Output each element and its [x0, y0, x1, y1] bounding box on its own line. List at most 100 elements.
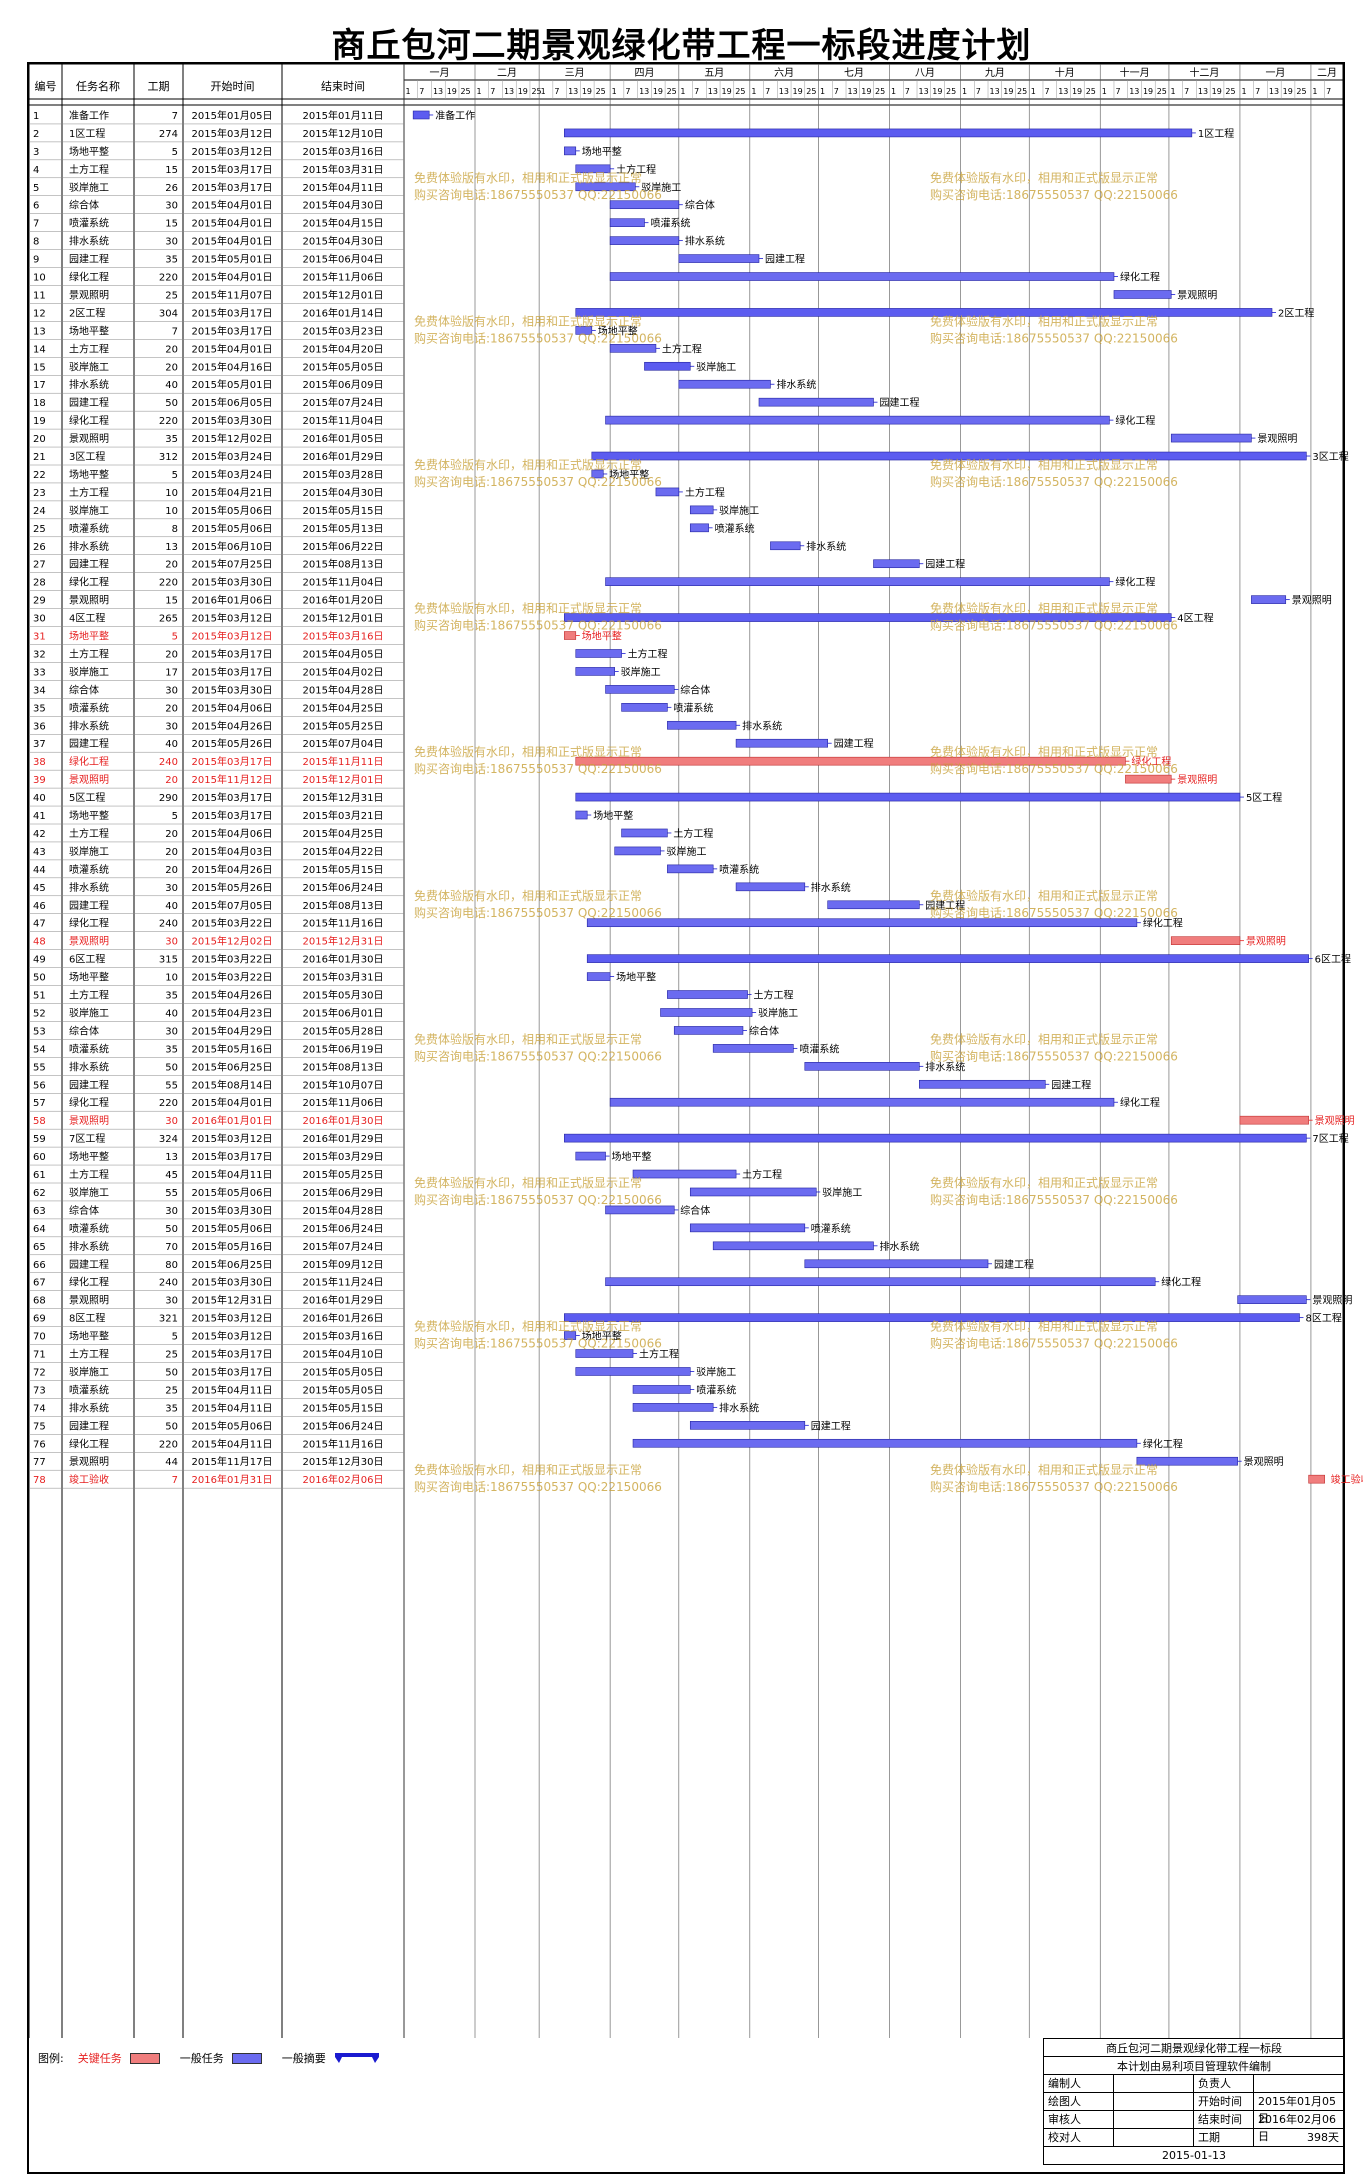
day-tick-label: 1	[751, 87, 756, 96]
cell-id: 46	[33, 901, 46, 912]
cell-id: 40	[33, 793, 46, 804]
cell-end: 2015年05月28日	[303, 1024, 384, 1037]
gantt-bar	[655, 487, 680, 497]
cell-dur: 35	[165, 1403, 178, 1414]
gantt-bar	[609, 236, 680, 245]
day-tick-label: 25	[596, 87, 606, 96]
cell-start: 2015年06月25日	[192, 1258, 273, 1271]
cell-dur: 5	[172, 632, 178, 643]
cell-name: 绿化工程	[69, 576, 109, 589]
day-tick-label: 19	[1283, 87, 1293, 96]
day-tick-label: 1	[1312, 87, 1317, 96]
gantt-bar	[1113, 290, 1172, 299]
cell-dur: 5	[172, 147, 178, 158]
gantt-bar	[689, 505, 714, 515]
day-tick-label: 25	[735, 87, 745, 96]
gantt-bar-label: 综合体	[685, 199, 715, 212]
cell-id: 14	[33, 344, 46, 355]
gantt-bar	[564, 1133, 1307, 1143]
cell-name: 驳岸施工	[69, 360, 109, 373]
cell-id: 20	[33, 434, 46, 445]
gantt-bar	[667, 864, 714, 874]
cell-name: 7区工程	[69, 1133, 105, 1145]
gantt-bar-label: 绿化工程	[1143, 917, 1183, 930]
cell-start: 2015年04月26日	[192, 989, 273, 1002]
cell-name: 绿化工程	[69, 414, 109, 427]
cell-dur: 30	[165, 937, 178, 948]
gantt-bar-label: 景观照明	[1315, 1115, 1355, 1127]
gantt-bar-label: 5区工程	[1246, 792, 1282, 804]
day-tick-label: 7	[976, 87, 981, 96]
cell-id: 65	[33, 1242, 46, 1253]
cell-dur: 20	[165, 560, 178, 571]
day-tick-label: 7	[1184, 87, 1189, 96]
cell-start: 2015年05月16日	[192, 1240, 273, 1253]
day-tick-label: 1	[891, 87, 896, 96]
cell-end: 2015年04月10日	[303, 1348, 384, 1361]
cell-start: 2015年04月01日	[192, 1096, 273, 1109]
gantt-bar-label: 土方工程	[616, 163, 656, 176]
cell-name: 5区工程	[69, 792, 105, 804]
month-label: 九月	[985, 67, 1005, 79]
cell-name: 土方工程	[69, 163, 109, 176]
cell-start: 2015年03月17日	[192, 324, 273, 337]
gantt-bar	[575, 756, 1126, 766]
cell-start: 2015年03月12日	[192, 630, 273, 643]
watermark-line2: 购买咨询电话:18675550537 QQ:22150066	[414, 330, 662, 345]
day-tick-label: 1	[680, 87, 685, 96]
cell-start: 2015年04月11日	[192, 1401, 273, 1414]
cell-name: 驳岸施工	[69, 1006, 109, 1019]
cell-start: 2015年03月17日	[192, 809, 273, 822]
cell-start: 2015年03月12日	[192, 145, 273, 158]
watermark-line1: 免费体验版有水印，相用和正式版显示正常	[930, 1175, 1158, 1190]
cell-start: 2015年03月17日	[192, 1348, 273, 1361]
cell-name: 排水系统	[69, 1401, 109, 1414]
cell-id: 39	[33, 775, 46, 786]
cell-id: 7	[33, 219, 39, 230]
cell-end: 2015年06月04日	[303, 253, 384, 266]
cell-name: 场地平整	[69, 324, 109, 337]
info-owner-label: 负责人	[1194, 2075, 1254, 2092]
watermark-line1: 免费体验版有水印，相用和正式版显示正常	[414, 1031, 642, 1046]
gantt-bar	[575, 649, 622, 658]
gantt-bar-label: 驳岸施工	[696, 1365, 736, 1378]
day-tick-label: 7	[834, 87, 839, 96]
gantt-bar-label: 准备工作	[435, 109, 475, 122]
cell-id: 1	[33, 111, 39, 122]
cell-end: 2015年06月24日	[303, 1419, 384, 1432]
cell-end: 2015年04月30日	[303, 486, 384, 499]
gantt-bar-label: 园建工程	[880, 396, 920, 409]
cell-dur: 20	[165, 865, 178, 876]
cell-name: 景观照明	[69, 936, 109, 948]
cell-dur: 274	[159, 129, 178, 140]
cell-start: 2015年06月05日	[192, 396, 273, 409]
gantt-bar-label: 驳岸施工	[641, 181, 681, 194]
day-tick-label: 1	[541, 87, 546, 96]
gantt-bar	[689, 1223, 806, 1233]
gantt-bar	[605, 685, 675, 694]
watermark-line1: 免费体验版有水印，相用和正式版显示正常	[930, 1462, 1158, 1477]
cell-name: 驳岸施工	[69, 1186, 109, 1199]
gantt-bar	[673, 1026, 744, 1035]
cell-id: 48	[33, 937, 46, 948]
cell-id: 33	[33, 667, 46, 678]
day-tick-label: 25	[1157, 87, 1167, 96]
gantt-bar-label: 场地平整	[609, 468, 649, 481]
day-tick-label: 1	[476, 87, 481, 96]
cell-name: 2区工程	[69, 307, 105, 319]
day-tick-label: 13	[1198, 87, 1208, 96]
cell-dur: 50	[165, 1421, 178, 1432]
cell-id: 77	[33, 1457, 46, 1468]
gantt-bar	[609, 218, 645, 227]
cell-start: 2015年04月11日	[192, 1437, 273, 1450]
day-tick-label: 13	[1058, 87, 1068, 96]
cell-name: 绿化工程	[69, 755, 109, 768]
cell-dur: 70	[165, 1242, 178, 1253]
cell-id: 49	[33, 955, 46, 966]
cell-name: 绿化工程	[69, 1276, 109, 1289]
gantt-bar-label: 园建工程	[925, 899, 965, 912]
cell-start: 2015年04月26日	[192, 863, 273, 876]
gantt-bar	[667, 720, 737, 730]
cell-end: 2015年04月25日	[303, 701, 384, 714]
gantt-bar-label: 驳岸施工	[758, 1006, 798, 1019]
